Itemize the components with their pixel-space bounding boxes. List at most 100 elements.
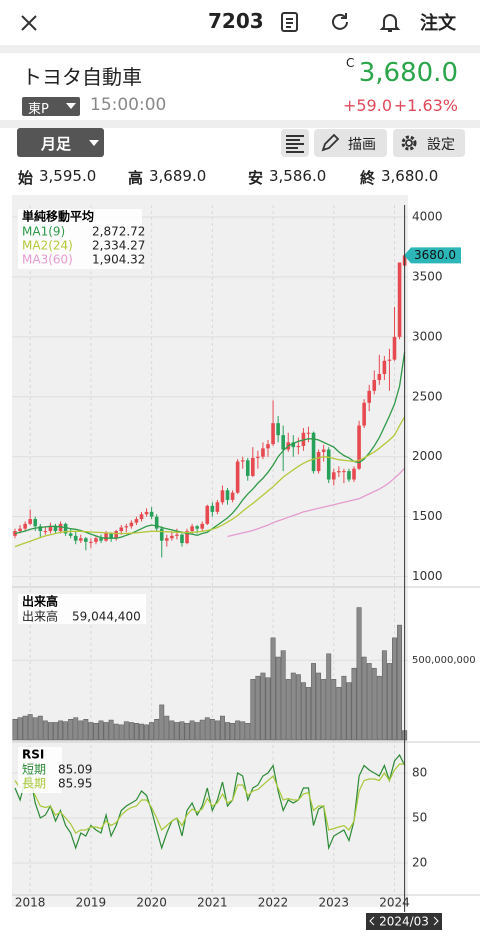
candle-body <box>331 472 336 480</box>
layout-button[interactable] <box>281 129 309 157</box>
volume-bar <box>204 717 210 741</box>
volume-bar <box>159 704 165 741</box>
period-select[interactable]: 月足 <box>17 128 104 157</box>
line <box>14 753 406 851</box>
volume-bar <box>371 667 377 741</box>
caret <box>66 103 76 109</box>
candle-body <box>139 514 144 520</box>
candle-body <box>200 523 205 529</box>
period: 月足 <box>41 135 72 153</box>
volume-bar <box>255 675 261 741</box>
candle-body <box>306 432 311 434</box>
legend-value: 85.95 <box>58 777 92 791</box>
draw-button[interactable]: 描画 <box>314 129 387 157</box>
volume-bar <box>108 719 114 741</box>
candle-body <box>392 336 397 360</box>
candle-body <box>144 511 149 515</box>
candle-body <box>185 531 189 544</box>
x-tick-label: 2020 <box>136 896 167 910</box>
volume-bar <box>260 672 266 741</box>
symbol: 7203 <box>208 9 264 33</box>
doc-icon[interactable] <box>278 10 302 34</box>
volume-bar <box>245 722 251 741</box>
volume-bar <box>133 722 139 741</box>
candle-body <box>210 505 215 512</box>
volume-bar <box>376 675 382 741</box>
ohlc-label: 始 <box>18 169 34 187</box>
volume-bar <box>381 650 387 741</box>
volume-bar <box>290 672 296 741</box>
volume-bar <box>144 724 150 741</box>
volume-bar <box>47 722 53 741</box>
candle-body <box>73 535 78 541</box>
legend-title: 出来高 <box>22 594 58 609</box>
candle-body <box>18 528 22 532</box>
candle-body <box>149 511 154 517</box>
volume-bar <box>73 717 79 741</box>
candle-body <box>235 461 240 493</box>
candle-body <box>225 490 230 500</box>
candle-body <box>296 445 301 448</box>
gear-icon <box>401 135 417 151</box>
volume-bar <box>68 719 74 741</box>
candle-body <box>276 423 280 436</box>
y-tick-label: 20 <box>412 856 427 870</box>
candle-body <box>63 523 68 534</box>
candle-body <box>89 541 93 543</box>
candle-body <box>311 432 316 472</box>
candle-body <box>175 534 179 536</box>
volume-bar <box>356 607 362 741</box>
candle-body <box>326 449 331 480</box>
volume-bar <box>103 722 109 741</box>
volume-bar <box>225 722 230 741</box>
volume-bar <box>58 720 63 741</box>
x-tick-label: 2023 <box>319 896 350 910</box>
candle-body <box>68 533 73 536</box>
bell-icon[interactable] <box>378 10 402 34</box>
volume-bar <box>194 722 200 741</box>
order-button[interactable]: 注文 <box>420 13 456 34</box>
legend-value: 59,044,400 <box>72 610 141 624</box>
market-badge[interactable]: 東P <box>22 97 80 117</box>
volume-bar <box>37 715 43 741</box>
candle-body <box>170 535 174 539</box>
candle-body <box>387 359 392 361</box>
band <box>0 120 480 128</box>
y-tick-label: 50 <box>412 811 427 825</box>
candle-body <box>53 526 58 532</box>
settings-button[interactable]: 設定 <box>393 129 465 157</box>
volume-bar <box>250 679 256 741</box>
volume-bar <box>139 723 144 741</box>
legend-value: 1,904.32 <box>92 253 145 267</box>
volume-bar <box>98 720 104 741</box>
volume-bar <box>17 717 23 741</box>
volume-bar <box>311 663 316 741</box>
legend-title: 単純移動平均 <box>22 209 94 224</box>
settings-label: 設定 <box>427 137 455 153</box>
close-icon[interactable] <box>18 12 40 34</box>
volume-bar <box>392 637 397 741</box>
volume-bar <box>316 672 322 741</box>
volume-bar <box>397 624 403 741</box>
plot-bg <box>12 195 408 907</box>
volume-bar <box>118 724 124 741</box>
candle-body <box>99 538 103 541</box>
draw-label: 描画 <box>348 137 376 153</box>
candle-body <box>251 457 255 476</box>
candle-body <box>316 451 321 472</box>
x-tick-label: 2019 <box>76 896 107 910</box>
volume-bar <box>386 663 392 741</box>
candle-body <box>28 519 32 524</box>
volume-bar <box>295 674 301 741</box>
candle-body <box>337 471 341 473</box>
line <box>227 467 406 538</box>
price: 3,680.0 <box>358 58 458 88</box>
volume-bar <box>32 717 38 741</box>
band <box>0 45 480 53</box>
legend-name: 出来高 <box>22 609 58 624</box>
refresh-icon[interactable] <box>328 10 352 34</box>
candle-body <box>367 390 371 403</box>
x-tick-label: 2024 <box>379 896 410 910</box>
